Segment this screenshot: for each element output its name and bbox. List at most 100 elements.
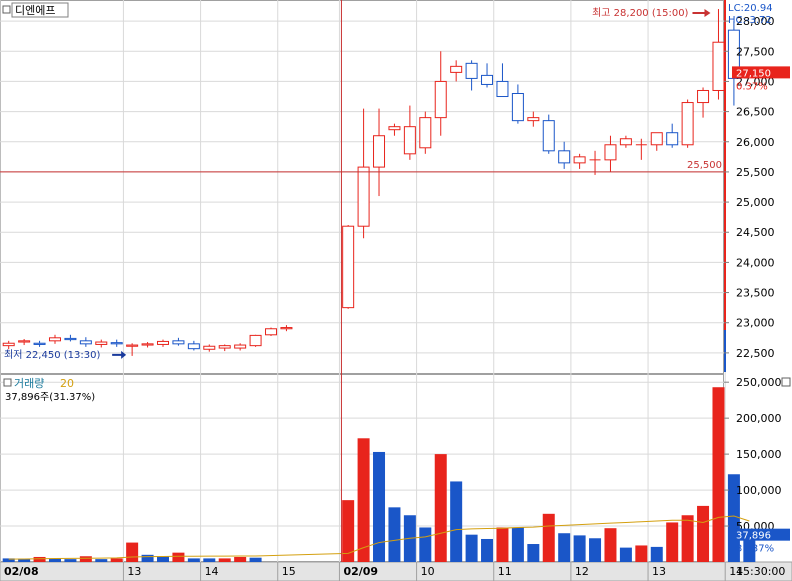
price-tick-label: 25,500 bbox=[736, 166, 775, 179]
candle-body bbox=[48, 337, 61, 342]
candle-body bbox=[527, 117, 540, 122]
volume-bar bbox=[419, 527, 432, 562]
volume-bar bbox=[697, 505, 710, 562]
price-tick-label: 28,000 bbox=[736, 15, 775, 28]
price-tick-label: 24,000 bbox=[736, 256, 775, 269]
lc-label: LC:20.94 bbox=[728, 3, 773, 14]
candle-body bbox=[650, 132, 663, 146]
volume-bar bbox=[558, 533, 571, 562]
candle-body bbox=[496, 80, 509, 98]
time-label: 02/09 bbox=[343, 565, 378, 578]
stock-name: 디엔에프 bbox=[15, 4, 55, 17]
volume-bar bbox=[481, 538, 494, 562]
volume-bar bbox=[527, 544, 540, 562]
volume-bar bbox=[203, 558, 216, 562]
volume-bar bbox=[743, 534, 756, 562]
price-tick-label: 24,500 bbox=[736, 226, 775, 239]
time-label: 13 bbox=[652, 565, 666, 578]
volume-bar bbox=[511, 527, 524, 562]
volume-bar bbox=[172, 552, 185, 562]
volume-bar bbox=[234, 556, 247, 562]
candle-body bbox=[126, 344, 139, 347]
volume-bar bbox=[157, 556, 169, 562]
candle-body bbox=[542, 120, 555, 152]
candle-body bbox=[619, 138, 632, 146]
volume-bar bbox=[18, 558, 31, 562]
candle-body bbox=[18, 340, 31, 343]
candle-body bbox=[697, 89, 710, 104]
candle-body bbox=[280, 327, 293, 330]
volume-bar bbox=[635, 545, 648, 562]
volume-series bbox=[2, 387, 756, 562]
right-axis-area bbox=[724, 0, 792, 562]
volume-bar bbox=[589, 538, 602, 562]
volume-bar bbox=[218, 558, 231, 562]
candle-body bbox=[388, 126, 401, 131]
candle-body bbox=[558, 150, 571, 164]
low-annotation: 최저 22,450 (13:30) bbox=[4, 349, 100, 361]
candle-body bbox=[110, 342, 123, 345]
price-tick-label: 22,500 bbox=[736, 347, 775, 360]
time-label: 12 bbox=[575, 565, 589, 578]
low-arrow-icon bbox=[112, 350, 127, 359]
price-tick-label: 27,500 bbox=[736, 45, 775, 58]
volume-bar bbox=[681, 515, 694, 562]
volume-bar bbox=[2, 558, 15, 562]
volume-bar bbox=[141, 554, 154, 562]
volume-bar bbox=[110, 558, 123, 562]
candle-body bbox=[681, 102, 694, 146]
volume-tick-label: 200,000 bbox=[736, 412, 782, 425]
volume-bar bbox=[64, 559, 77, 562]
candle-body bbox=[666, 132, 679, 146]
time-axis-bar bbox=[0, 561, 792, 581]
candle-body bbox=[265, 328, 278, 336]
stock-name-box[interactable] bbox=[11, 2, 69, 18]
candle-body bbox=[403, 126, 416, 155]
volume-ma-line bbox=[8, 515, 750, 560]
volume-bar bbox=[249, 557, 262, 562]
time-label: 02/08 bbox=[4, 565, 39, 578]
candle-body bbox=[604, 144, 617, 161]
candle-body bbox=[450, 65, 463, 73]
volume-bar bbox=[666, 522, 679, 562]
volume-pane-toggle-icon[interactable] bbox=[3, 378, 12, 387]
volume-title: 거래량 bbox=[14, 377, 44, 390]
volume-bar bbox=[357, 438, 370, 562]
volume-tick-label: 100,000 bbox=[736, 484, 782, 497]
volume-bar bbox=[388, 507, 401, 562]
volume-bar bbox=[33, 556, 46, 562]
time-label: 13 bbox=[127, 565, 141, 578]
candle-body bbox=[342, 225, 355, 309]
volume-bar bbox=[95, 559, 108, 562]
candle-body bbox=[218, 345, 231, 349]
candle-body bbox=[465, 62, 478, 79]
volume-bar bbox=[619, 547, 632, 562]
candle-body bbox=[481, 74, 494, 85]
current-price-label: 27,150 bbox=[736, 68, 771, 79]
volume-pane-close-icon[interactable] bbox=[781, 377, 791, 387]
clock-label: 15:30:00 bbox=[736, 565, 785, 578]
volume-bar bbox=[465, 534, 478, 562]
volume-tick-label: 250,000 bbox=[736, 376, 782, 389]
candle-body bbox=[434, 80, 447, 119]
volume-bar bbox=[496, 527, 509, 562]
candle-body bbox=[33, 342, 46, 345]
candle-body bbox=[357, 166, 370, 227]
pane-toggle-icon[interactable] bbox=[2, 5, 11, 14]
candle-body bbox=[95, 341, 108, 345]
horizontal-price-line-label: 25,500 bbox=[687, 160, 722, 171]
volume-bar bbox=[187, 558, 200, 562]
volume-bar bbox=[712, 387, 725, 562]
candle-body bbox=[573, 156, 586, 164]
current-volume-pct: 31.37% bbox=[736, 544, 774, 555]
candle-body bbox=[727, 29, 740, 79]
price-tick-label: 23,000 bbox=[736, 317, 775, 330]
time-label: 14 bbox=[205, 565, 219, 578]
volume-bar bbox=[450, 481, 463, 562]
price-axis-ticks: 28,000 27,500 27,000 26,500 26,000 25,500 25,0… bbox=[724, 15, 775, 360]
volume-bar bbox=[126, 542, 139, 562]
candle-body bbox=[64, 337, 77, 341]
volume-bar bbox=[434, 454, 447, 562]
volume-bar bbox=[542, 513, 555, 562]
